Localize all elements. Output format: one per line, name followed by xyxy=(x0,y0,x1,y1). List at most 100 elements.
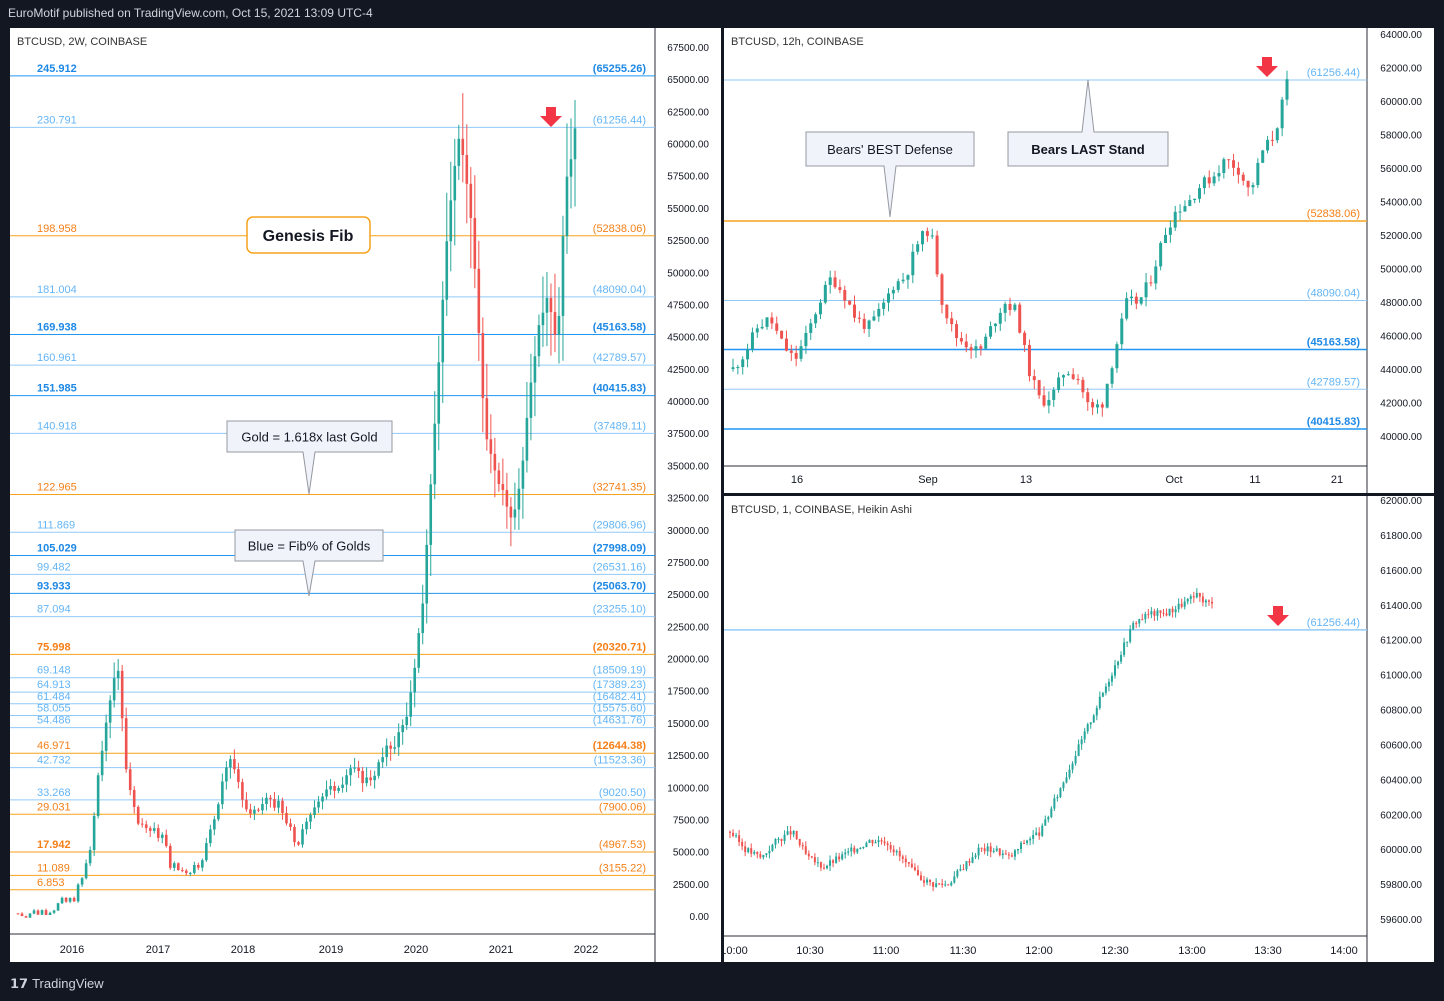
fib-price-2: (52838.06) xyxy=(593,223,646,235)
y-tick-label-11: 42000.00 xyxy=(1380,399,1422,410)
btc-1m-candle-body-29 xyxy=(816,862,819,864)
btc-12h-candle-body-54 xyxy=(993,323,997,327)
btc-2w-candle-body-100 xyxy=(417,633,421,668)
btc-2w-candle-body-35 xyxy=(156,828,160,838)
btc-12h-candle-body-47 xyxy=(959,338,963,342)
btc-2w-candle-body-63 xyxy=(269,797,272,800)
btc-12h-candle-body-79 xyxy=(1115,344,1119,369)
btc-1m-candle-body-74 xyxy=(953,876,956,883)
btc-2w-candle-body-51 xyxy=(221,781,224,805)
last-stand-callout-text: Bears LAST Stand xyxy=(1031,142,1144,157)
chart-panel-2w[interactable]: 67500.00 65000.00 62500.00 60000.00 57500.00… xyxy=(10,28,721,962)
btc-12h-candle-body-110 xyxy=(1266,139,1270,151)
btc-12h-candle-body-69 xyxy=(1066,374,1070,376)
y-tick-label-8: 48000.00 xyxy=(1380,298,1422,309)
x-tick-label-6: 2022 xyxy=(574,944,598,956)
btc-2w-candle-body-31 xyxy=(140,823,144,825)
btc-12h-candle-body-0 xyxy=(731,367,735,369)
fib-ratio-23: 29.031 xyxy=(37,801,71,813)
btc-2w-candle-body-57 xyxy=(245,799,248,810)
btc-12h-candle-body-94 xyxy=(1188,200,1192,207)
btc-2w-candle-body-39 xyxy=(172,863,176,868)
btc-12h-candle-body-26 xyxy=(857,317,861,319)
btc-1m-candle-body-15 xyxy=(774,839,777,845)
btc-2w-candle-body-105 xyxy=(437,362,441,424)
btc-12h-candle-body-23 xyxy=(843,290,847,301)
btc-12h-candle-body-40 xyxy=(925,231,929,236)
btc-1m-candle-body-84 xyxy=(983,848,986,852)
publish-header: EuroMotif published on TradingView.com, … xyxy=(0,0,1444,26)
btc-1m-candle-body-5 xyxy=(744,846,747,853)
btc-12h-candle-body-100 xyxy=(1217,173,1221,177)
btc-2w-candle-body-30 xyxy=(136,806,140,824)
y-tick-label-1: 65000.00 xyxy=(667,75,709,86)
btc-2w-candle-body-47 xyxy=(205,843,208,861)
btc-2w-candle-body-36 xyxy=(160,834,164,838)
btc-2w-candle-body-96 xyxy=(401,725,404,733)
btc-1m-candle-body-67 xyxy=(932,882,935,887)
btc-2w-candle-body-107 xyxy=(445,241,449,300)
btc-1m-candle-body-8 xyxy=(753,851,756,854)
btc-12h-candle-body-86 xyxy=(1149,282,1153,284)
btc-12h-candle-body-98 xyxy=(1207,177,1211,184)
tradingview-logo-icon: 𝟭𝟳 xyxy=(10,976,29,991)
btc-2w-candle-body-104 xyxy=(433,423,437,485)
btc-2w-candle-body-98 xyxy=(409,692,413,717)
chart-panel-1m[interactable]: 62000.00 61800.00 61600.00 61400.00 61200.00… xyxy=(724,496,1434,962)
chart-12h-svg[interactable]: 64000.00 62000.00 60000.00 58000.00 56000.00… xyxy=(724,28,1434,493)
btc-1m-candle-body-108 xyxy=(1056,797,1059,799)
btc-12h-candle-body-29 xyxy=(872,316,876,321)
btc-12h-candle-body-57 xyxy=(1008,303,1012,310)
btc-1m-candle-body-21 xyxy=(792,830,795,835)
red-arrow-icon xyxy=(540,107,562,127)
btc-12h-candle-body-44 xyxy=(945,304,949,319)
btc-2w-candle-body-102 xyxy=(425,544,429,604)
btc-1m-candle-body-156 xyxy=(1201,596,1204,603)
chart-2w-svg[interactable]: 67500.00 65000.00 62500.00 60000.00 57500.00… xyxy=(10,28,721,962)
btc-12h-candle-body-76 xyxy=(1100,404,1104,408)
fib-price-5: (42789.57) xyxy=(593,352,646,364)
fib-ratio-16: 64.913 xyxy=(37,679,71,691)
fib-price-23: (7900.06) xyxy=(599,801,646,813)
fib-price-3: (48090.04) xyxy=(593,284,646,296)
btc-2w-candle-body-1 xyxy=(20,913,24,917)
btc-1m-candle-body-71 xyxy=(944,884,947,886)
btc-12h-candle-body-92 xyxy=(1178,211,1182,213)
fib-ratio-9: 111.869 xyxy=(37,519,75,531)
btc-2w-candle-body-26 xyxy=(120,670,124,719)
btc-12h-candle-body-59 xyxy=(1018,304,1022,333)
y-tick-label-1: 62000.00 xyxy=(1380,64,1422,75)
btc-2w-candle-body-89 xyxy=(373,775,376,781)
btc-1m-candle-body-89 xyxy=(998,848,1001,856)
btc-2w-candle-body-23 xyxy=(108,700,112,723)
y-tick-label-10: 60000.00 xyxy=(1380,845,1422,856)
btc-2w-candle-body-8 xyxy=(48,912,52,916)
btc-2w-candle-body-95 xyxy=(397,732,400,748)
btc-1m-candle-body-45 xyxy=(865,842,868,848)
btc-1m-candle-body-26 xyxy=(807,853,810,857)
btc-2w-candle-body-111 xyxy=(461,138,465,156)
btc-1m-candle-body-69 xyxy=(938,883,941,885)
chart-panel-12h[interactable]: 64000.00 62000.00 60000.00 58000.00 56000.00… xyxy=(724,28,1434,493)
btc-1m-candle-body-37 xyxy=(841,854,844,860)
btc-1m-candle-body-113 xyxy=(1071,763,1074,770)
btc-1m-candle-body-118 xyxy=(1086,724,1089,732)
btc-2w-candle-body-3 xyxy=(28,913,32,918)
btc-1m-candle-body-55 xyxy=(895,850,898,853)
btc-2w-candle-body-80 xyxy=(337,787,340,791)
btc-1m-candle-body-138 xyxy=(1147,613,1150,615)
btc-1m-candle-body-106 xyxy=(1050,808,1053,817)
fib-ratio-0: 245.912 xyxy=(37,63,77,75)
chart-1m-svg[interactable]: 62000.00 61800.00 61600.00 61400.00 61200.00… xyxy=(724,496,1434,962)
btc-2w-candle-body-133 xyxy=(549,297,553,313)
btc-1m-candle-body-75 xyxy=(956,870,959,877)
red-arrow-icon xyxy=(1267,606,1289,626)
btc-2w-candle-body-136 xyxy=(561,236,565,316)
y-tick-label-27: 0.00 xyxy=(690,912,710,923)
btc-1m-candle-body-129 xyxy=(1120,654,1123,662)
btc-12h-candle-body-2 xyxy=(741,359,745,368)
btc-1m-candle-body-78 xyxy=(965,861,968,870)
btc-1m-candle-body-30 xyxy=(819,862,822,868)
btc-1m-candle-body-16 xyxy=(777,838,780,840)
btc-2w-candle-body-108 xyxy=(449,200,453,242)
